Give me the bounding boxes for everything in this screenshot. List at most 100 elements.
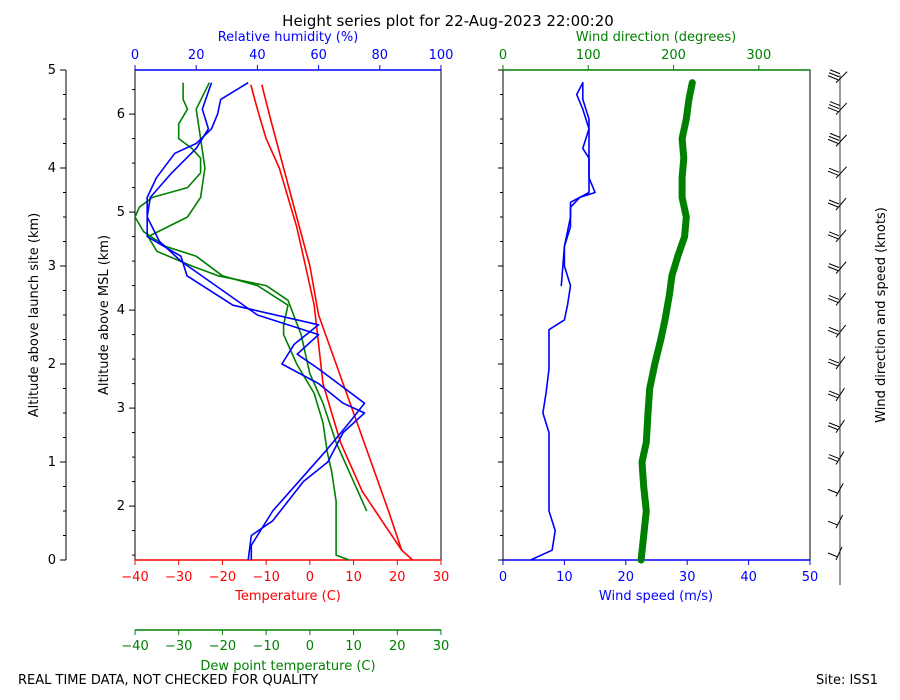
wind-barb xyxy=(835,261,847,274)
wind-barb xyxy=(835,292,846,306)
temp-tick-label: −30 xyxy=(165,570,192,585)
wind-barb-feather xyxy=(828,263,840,269)
left-outer-tick-label: 0 xyxy=(48,553,56,568)
wind-direction-line xyxy=(637,79,696,564)
wind-speed-tick-label: 0 xyxy=(499,570,507,585)
dewpoint-tick-label: 20 xyxy=(389,639,406,654)
wind-barb-feather xyxy=(828,358,840,364)
left-inner-tick-label: 5 xyxy=(117,205,125,220)
left-outer-tick-label: 1 xyxy=(48,455,56,470)
wind-speed-tick-label: 40 xyxy=(740,570,757,585)
rh-tick-label: 60 xyxy=(310,48,327,63)
wind-barb-feather xyxy=(827,234,839,240)
rh-tick-label: 80 xyxy=(372,48,389,63)
wind-speed-axis-title: Wind speed (m/s) xyxy=(599,589,713,604)
wind-barb-feather xyxy=(827,552,839,558)
left-outer-tick-label: 4 xyxy=(48,161,56,176)
wind-dir-tick-label: 100 xyxy=(576,48,601,63)
relative-humidity-line xyxy=(146,82,366,560)
temp-tick-label: 10 xyxy=(345,570,362,585)
wind-dir-tick-label: 200 xyxy=(661,48,686,63)
wind-barb-feather xyxy=(827,393,839,399)
wind-dir-axis-title: Wind direction (degrees) xyxy=(576,30,736,45)
wind-barb-feather xyxy=(829,101,841,107)
dewpoint-tick-label: 0 xyxy=(306,639,314,654)
wind-barb xyxy=(835,102,847,115)
wind-barb-feather xyxy=(828,199,840,205)
wind-barb-feather xyxy=(829,132,841,138)
left-inner-tick-label: 3 xyxy=(117,401,125,416)
wind-speed-tick-label: 10 xyxy=(556,570,573,585)
wind-barb xyxy=(835,514,844,529)
dewpoint-tick-label: −40 xyxy=(121,639,148,654)
dewpoint-tick-label: 30 xyxy=(433,639,450,654)
wind-barb-feather xyxy=(828,454,840,460)
dewpoint-tick-label: −10 xyxy=(252,639,279,654)
wind-barb-feather xyxy=(829,69,841,75)
rh-tick-label: 0 xyxy=(131,48,139,63)
left-inner-axis-title: Altitude above MSL (km) xyxy=(97,235,112,395)
wind-barb-feather xyxy=(828,390,840,396)
temp-tick-label: 30 xyxy=(433,570,450,585)
left-outer-tick-label: 3 xyxy=(48,259,56,274)
wind-barb-feather xyxy=(827,457,839,463)
thermo-panel: 0 1 2 3 4 5 Altitude above launch site (km) 2 3 4… xyxy=(27,30,453,674)
wind-barb xyxy=(835,71,848,84)
dew-point-line xyxy=(147,82,368,512)
temp-tick-label: 0 xyxy=(306,570,314,585)
wind-barb-feather xyxy=(828,326,840,332)
dewpoint-tick-label: 10 xyxy=(345,639,362,654)
wind-speed-line xyxy=(560,81,590,287)
temp-tick-label: −20 xyxy=(209,570,236,585)
wind-barb xyxy=(835,166,847,179)
wind-panel: 0 10 20 30 40 50 Wind speed (m/s) 0 100 200 300 Win… xyxy=(498,30,889,604)
wind-barb-feather xyxy=(827,361,839,367)
wind-speed-tick-label: 50 xyxy=(802,570,819,585)
wind-barb-feather xyxy=(828,135,840,141)
wind-barb-feather xyxy=(828,167,840,173)
relative-humidity-line xyxy=(146,82,366,561)
temp-tick-label: −40 xyxy=(121,570,148,585)
wind-barb-feather xyxy=(827,202,839,208)
wind-barb-feather xyxy=(827,170,839,176)
wind-barb-feather xyxy=(827,488,839,494)
dewpoint-tick-label: −30 xyxy=(165,639,192,654)
rh-tick-label: 20 xyxy=(188,48,205,63)
wind-barb-feather xyxy=(827,266,839,272)
left-outer-tick-label: 2 xyxy=(48,357,56,372)
thermo-frame xyxy=(134,69,442,561)
left-inner-tick-label: 2 xyxy=(117,499,125,514)
wind-barb-feather xyxy=(827,75,839,81)
left-outer-axis-title: Altitude above launch site (km) xyxy=(27,213,42,417)
rh-tick-label: 100 xyxy=(429,48,454,63)
quality-notice: REAL TIME DATA, NOT CHECKED FOR QUALITY xyxy=(18,673,319,688)
rh-tick-label: 40 xyxy=(249,48,266,63)
chart-title: Height series plot for 22-Aug-2023 22:00… xyxy=(282,12,614,30)
wind-barb-feather xyxy=(828,104,840,110)
wind-barb-feather xyxy=(827,138,839,144)
wind-barb-feather xyxy=(828,72,840,78)
temp-tick-label: 20 xyxy=(389,570,406,585)
temperature-line xyxy=(261,84,414,561)
temperature-line xyxy=(250,84,403,551)
wind-barb xyxy=(835,356,846,370)
wind-speed-tick-label: 30 xyxy=(679,570,696,585)
left-outer-tick-label: 5 xyxy=(48,63,56,78)
rh-axis-title: Relative humidity (%) xyxy=(218,30,359,45)
site-label: Site: ISS1 xyxy=(816,673,879,688)
wind-barb-feather xyxy=(827,425,839,431)
wind-barb-feather xyxy=(828,231,840,237)
wind-barb xyxy=(835,134,847,147)
wind-barb-feather xyxy=(828,294,840,300)
wind-barb-feather xyxy=(827,520,839,526)
left-inner-tick-label: 4 xyxy=(117,303,125,318)
wind-barb xyxy=(835,324,846,338)
wind-dir-tick-label: 300 xyxy=(746,48,771,63)
wind-barb xyxy=(835,546,843,561)
dewpoint-axis-title: Dew point temperature (C) xyxy=(200,659,375,674)
wind-barb xyxy=(835,229,847,243)
wind-barb xyxy=(835,197,847,211)
wind-speed-line xyxy=(529,81,596,561)
wind-barb-feather xyxy=(827,107,839,113)
